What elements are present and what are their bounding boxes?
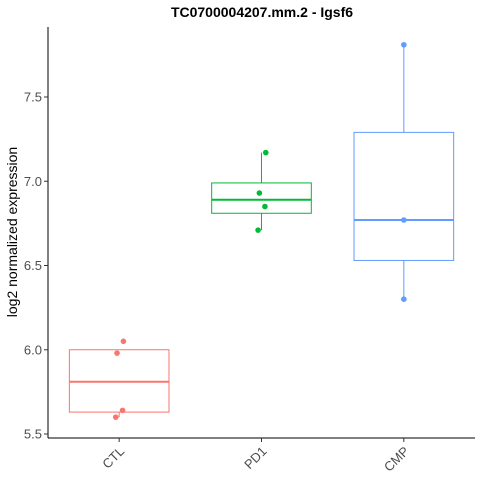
box-group-pd1 (211, 149, 312, 233)
box-group-ctl (68, 338, 170, 420)
chart-title: TC0700004207.mm.2 - Igsf6 (171, 4, 353, 20)
box-group-cmp (353, 41, 455, 303)
data-point (401, 41, 407, 48)
data-point (262, 149, 269, 156)
x-tick-label: PD1 (241, 444, 269, 472)
data-point (120, 338, 127, 345)
data-point (119, 407, 126, 414)
y-tick-label: 6.0 (24, 342, 42, 357)
y-axis-label: log2 normalized expression (4, 147, 20, 317)
data-point (112, 414, 119, 420)
box (353, 131, 455, 261)
y-tick-label: 5.5 (24, 427, 42, 442)
data-point (401, 296, 407, 303)
x-tick-label: CTL (99, 444, 127, 472)
y-tick-label: 7.5 (24, 90, 42, 105)
y-tick-label: 6.5 (24, 258, 42, 273)
data-point (256, 190, 263, 196)
data-point (262, 203, 268, 210)
data-point (401, 217, 407, 223)
data-point (114, 350, 120, 356)
y-tick-label: 7.0 (24, 174, 42, 189)
plot-area (68, 41, 455, 420)
box (211, 182, 312, 214)
x-tick-label: CMP (381, 444, 412, 475)
data-point (255, 227, 261, 233)
